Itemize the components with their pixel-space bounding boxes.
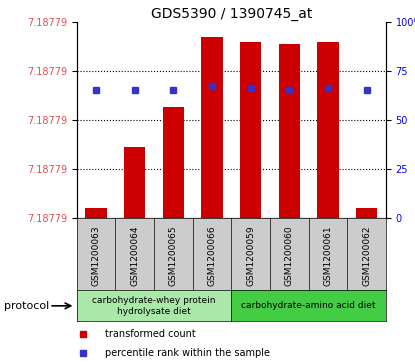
Text: GSM1200061: GSM1200061 — [323, 225, 332, 286]
Title: GDS5390 / 1390745_at: GDS5390 / 1390745_at — [151, 7, 312, 21]
Bar — [85, 208, 107, 218]
Bar — [163, 107, 184, 218]
Text: transformed count: transformed count — [105, 329, 195, 339]
Text: carbohydrate-whey protein
hydrolysate diet: carbohydrate-whey protein hydrolysate di… — [92, 296, 216, 315]
Bar — [124, 147, 145, 218]
Text: GSM1200060: GSM1200060 — [285, 225, 294, 286]
Text: GSM1200065: GSM1200065 — [169, 225, 178, 286]
Text: GSM1200064: GSM1200064 — [130, 225, 139, 286]
Text: GSM1200062: GSM1200062 — [362, 225, 371, 286]
Text: GSM1200059: GSM1200059 — [246, 225, 255, 286]
Bar — [356, 208, 377, 218]
Text: GSM1200066: GSM1200066 — [208, 225, 217, 286]
Text: protocol: protocol — [4, 301, 49, 311]
Bar — [317, 42, 339, 218]
Bar — [201, 37, 223, 218]
Text: carbohydrate-amino acid diet: carbohydrate-amino acid diet — [242, 301, 376, 310]
Text: GSM1200063: GSM1200063 — [92, 225, 100, 286]
Bar — [279, 44, 300, 218]
Bar — [240, 42, 261, 218]
Text: percentile rank within the sample: percentile rank within the sample — [105, 347, 270, 358]
